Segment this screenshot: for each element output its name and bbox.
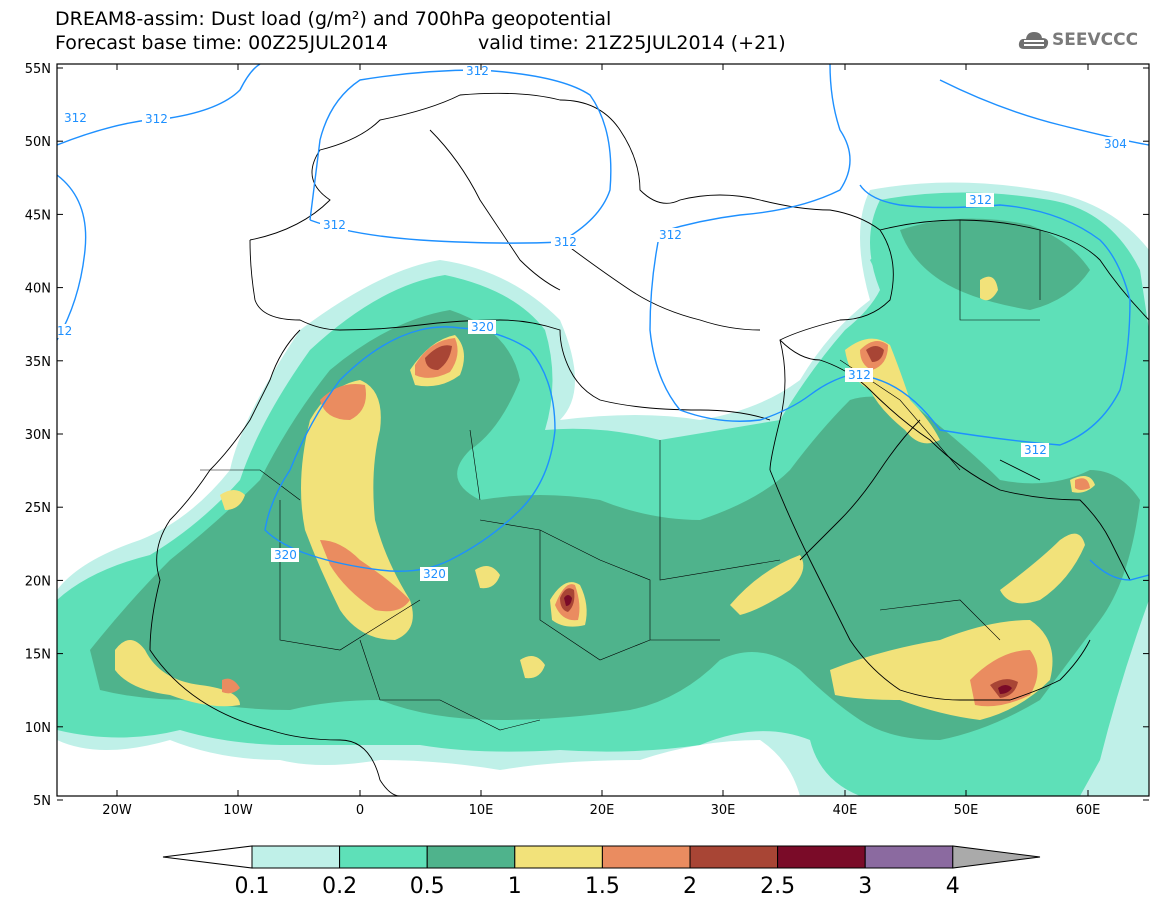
geopotential-contours [57,64,1149,581]
svg-text:304: 304 [1104,137,1127,151]
lon-tick-label: 40E [833,803,858,818]
lat-tick-label: 50N [25,135,51,150]
contour-labels: 312 312 312 312 312 312 304 312 320 320 … [57,64,1129,581]
colorbar-label: 0.2 [322,874,357,899]
lon-tick-label: 20E [590,803,615,818]
cloud-icon [1018,32,1049,49]
lon-tick-label: 50E [954,803,979,818]
lon-tick-label: 10E [469,803,494,818]
colorbar-min-arrow [162,845,253,869]
x-axis: 20W 10W 0 10E 20E 30E 40E 50E 60E [102,64,1100,818]
lon-tick-label: 30E [711,803,736,818]
lat-tick-label: 45N [25,208,51,223]
colorbar-label: 1.5 [585,874,620,899]
svg-text:12: 12 [57,324,72,338]
colorbar-box [514,845,603,869]
colorbar-label: 2.5 [760,874,795,899]
dust-layer-2.5 [564,595,1012,694]
colorbar-label: 4 [946,874,960,899]
svg-text:320: 320 [471,320,494,334]
colorbar-max-arrow [952,845,1041,869]
colorbar-label: 0.1 [235,874,270,899]
colorbar-box [777,845,866,869]
lon-tick-label: 0 [356,803,364,818]
lon-tick-label: 20W [102,803,132,818]
colorbar-box [689,845,779,869]
svg-text:312: 312 [969,193,992,207]
dust-layer-2 [425,345,1018,698]
lon-tick-label: 60E [1076,803,1101,818]
logo-text: SEEVCCC [1052,30,1139,50]
lon-tick-label: 10W [223,803,253,818]
seevccc-logo: SEEVCCC [1018,27,1158,55]
lat-tick-label: 15N [25,648,51,663]
colorbar-label: 0.5 [410,874,445,899]
forecast-base-time: Forecast base time: 00Z25JUL2014 [55,32,388,54]
svg-text:320: 320 [423,567,446,581]
colorbar-box [601,845,691,869]
lat-tick-label: 40N [25,282,51,297]
svg-text:312: 312 [64,111,87,125]
lat-tick-label: 20N [25,574,51,589]
y-axis: 55N 50N 45N 40N 35N 30N 25N 20N 15N 10N 5N [25,62,1149,809]
colorbar-boxes [162,845,1041,869]
svg-text:312: 312 [848,368,871,382]
valid-time: valid time: 21Z25JUL2014 (+21) [478,32,786,54]
lat-tick-label: 25N [25,501,51,516]
lat-tick-label: 5N [33,794,51,809]
colorbar-box [864,845,954,869]
svg-text:312: 312 [1024,443,1047,457]
coastlines [149,92,1149,796]
lat-tick-label: 30N [25,428,51,443]
colorbar-box [251,845,341,869]
svg-text:312: 312 [466,64,489,78]
colorbar-label: 3 [858,874,872,899]
colorbar-labels: 0.1 0.2 0.5 1 1.5 2 2.5 3 4 [235,874,960,899]
colorbar-label: 2 [683,874,697,899]
colorbar-box [426,845,516,869]
svg-text:312: 312 [323,218,346,232]
lat-tick-label: 55N [25,62,51,77]
title-line-1: DREAM8-assim: Dust load (g/m²) and 700hP… [55,8,612,30]
lat-tick-label: 10N [25,721,51,736]
svg-text:312: 312 [145,112,168,126]
svg-text:312: 312 [554,235,577,249]
svg-text:320: 320 [274,548,297,562]
colorbar-box [339,845,428,869]
lat-tick-label: 35N [25,355,51,370]
svg-text:312: 312 [659,228,682,242]
colorbar-label: 1 [508,874,522,899]
